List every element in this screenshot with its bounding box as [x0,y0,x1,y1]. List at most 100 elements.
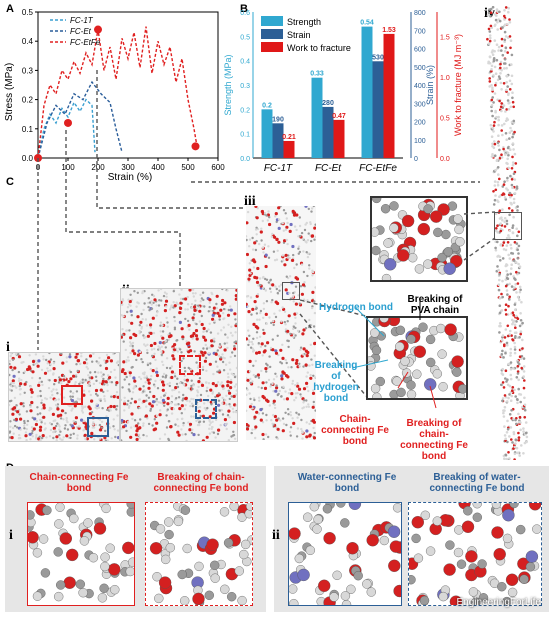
atom [514,418,517,422]
atom [262,350,266,354]
atom [267,435,270,439]
atom [511,135,514,139]
atom [490,69,493,73]
atom [153,341,157,346]
atom [48,409,51,412]
atom [247,329,250,332]
atom [140,325,144,329]
atom [389,540,401,553]
atom [353,570,363,581]
a-marker-0 [34,154,42,162]
atom [131,391,135,394]
atom [492,130,495,133]
atom [296,382,299,385]
atom [212,309,215,313]
atom [180,505,191,515]
atom [250,431,253,435]
atom [228,361,231,364]
zoom-marker-red-i [61,385,83,405]
atom [159,324,162,327]
atom [497,123,500,127]
b-data-label: 1.53 [382,27,396,34]
atom [158,299,161,302]
atom [274,212,278,216]
atom [15,386,18,389]
atom [81,407,84,410]
atom [305,354,309,358]
atom [272,250,276,253]
atom [512,172,516,176]
atom [449,595,463,605]
atom [401,214,415,228]
atom [519,428,522,432]
atom [179,297,183,300]
atom [257,350,261,355]
atom [208,427,211,430]
atom [50,390,53,393]
atom [508,236,511,240]
atom [53,378,57,383]
atom [271,348,275,352]
atom [255,233,258,236]
atom [184,297,188,301]
atom [298,216,301,219]
atom [510,53,514,57]
atom [106,408,109,412]
atom [524,421,528,424]
atom [206,538,219,551]
atom [145,405,148,408]
atom [66,428,70,431]
atom [516,451,519,455]
atom [94,388,99,393]
atom [510,285,514,288]
atom [432,516,442,526]
atom [302,365,305,368]
atom [181,337,185,341]
atom [471,597,481,605]
atom [32,591,43,601]
atom [166,402,170,406]
atom [513,348,517,351]
atom [506,277,510,281]
atom [253,415,257,419]
atom [375,376,386,387]
atom [202,330,205,333]
atom [201,304,204,308]
atom [288,388,292,391]
atom [115,404,119,408]
atom [501,334,505,337]
atom [114,383,118,387]
atom [310,207,314,210]
atom [517,412,520,416]
atom [306,385,309,388]
atom [503,23,507,27]
atom [294,302,298,306]
atom [511,338,514,341]
atom [233,341,236,344]
atom [302,347,306,351]
atom [491,88,494,91]
atom [522,375,525,378]
atom [172,290,175,293]
atom [308,434,312,438]
atom [513,323,517,327]
atom [218,369,221,372]
atom [20,361,24,364]
atom [192,295,195,298]
atom [518,265,522,269]
atom [131,344,134,348]
d-molecules-breaking-chain-fe [149,503,252,605]
atom [8,430,12,433]
atom [47,386,51,390]
atom [305,251,308,254]
atom [501,133,504,137]
atom [229,503,239,512]
atom [453,214,463,224]
atom [147,297,150,300]
atom [84,437,87,441]
atom [513,388,516,392]
atom [284,228,288,231]
atom [40,401,43,405]
atom [255,312,259,315]
atom [511,209,514,212]
